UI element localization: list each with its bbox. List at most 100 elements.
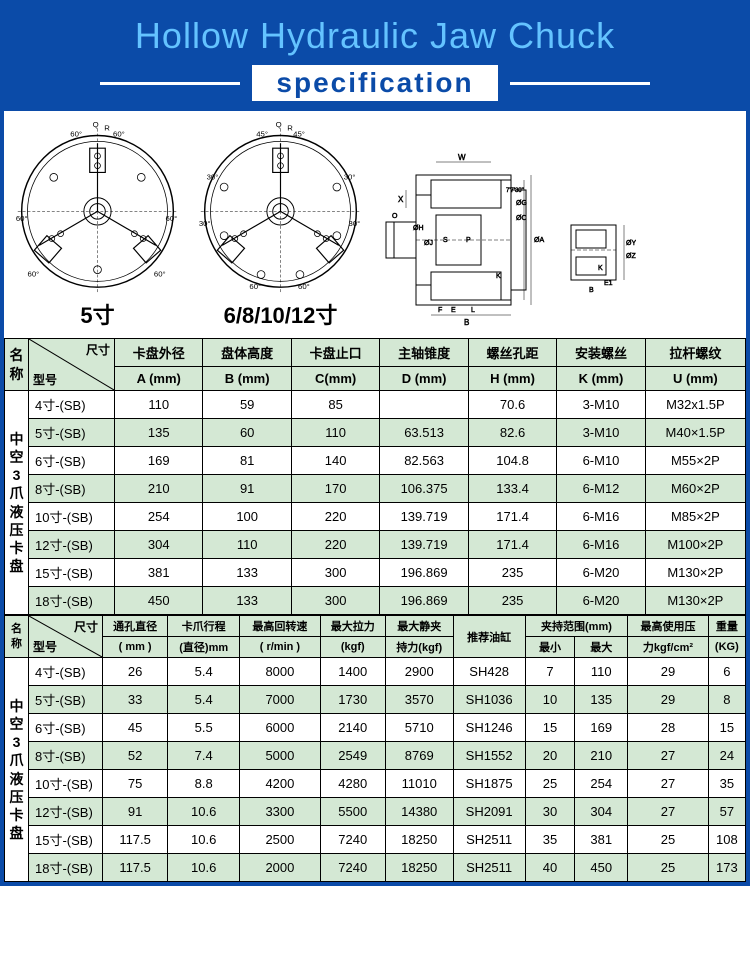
data-cell: 173 [708, 854, 745, 882]
svg-text:W: W [458, 153, 466, 162]
svg-text:30°: 30° [344, 172, 356, 181]
data-cell: 85 [291, 391, 379, 419]
data-cell: 35 [525, 826, 575, 854]
data-cell: 108 [708, 826, 745, 854]
model-cell: 12寸-(SB) [29, 798, 103, 826]
data-cell: 91 [103, 798, 168, 826]
svg-text:60°: 60° [16, 214, 28, 223]
t2-corner: 尺寸 型号 [29, 616, 103, 658]
data-cell: M130×2P [645, 587, 745, 615]
model-cell: 8寸-(SB) [29, 475, 115, 503]
data-cell: 40 [525, 854, 575, 882]
data-cell: 26 [103, 658, 168, 686]
svg-text:60°: 60° [154, 270, 166, 279]
data-cell: 6-M10 [557, 447, 645, 475]
data-cell: 300 [291, 559, 379, 587]
data-cell: 6-M20 [557, 559, 645, 587]
table-row: 10寸-(SB)758.84200428011010SH187525254273… [5, 770, 746, 798]
data-cell: 8000 [240, 658, 320, 686]
data-cell: 5.4 [168, 686, 240, 714]
data-cell: 14380 [385, 798, 453, 826]
svg-text:ØZ: ØZ [626, 253, 636, 260]
data-cell: 35 [708, 770, 745, 798]
data-cell: 75 [103, 770, 168, 798]
svg-text:60°: 60° [166, 214, 178, 223]
data-cell: 171.4 [468, 503, 556, 531]
data-cell: 5500 [320, 798, 385, 826]
data-cell: SH1552 [453, 742, 525, 770]
t2-c4b: 持力(kgf) [385, 637, 453, 658]
data-cell: 10 [525, 686, 575, 714]
data-cell [380, 391, 468, 419]
data-cell: 133 [203, 559, 291, 587]
t2-c3b: (kgf) [320, 637, 385, 658]
data-cell: 170 [291, 475, 379, 503]
t2-c8b: (KG) [708, 637, 745, 658]
data-cell: 304 [115, 531, 203, 559]
model-cell: 6寸-(SB) [29, 714, 103, 742]
data-cell: 135 [575, 686, 628, 714]
model-cell: 5寸-(SB) [29, 419, 115, 447]
svg-text:30°: 30° [349, 219, 361, 228]
data-cell: 117.5 [103, 854, 168, 882]
data-cell: 24 [708, 742, 745, 770]
svg-text:R: R [287, 124, 293, 133]
data-cell: 210 [115, 475, 203, 503]
header: Hollow Hydraulic Jaw Chuck specification [0, 0, 750, 111]
t1-col-6-h1: 拉杆螺纹 [645, 339, 745, 367]
data-cell: 6-M16 [557, 531, 645, 559]
svg-text:K: K [598, 265, 603, 272]
data-cell: 33 [103, 686, 168, 714]
data-cell: 110 [115, 391, 203, 419]
t1-col-1-h1: 盘体高度 [203, 339, 291, 367]
data-cell: 4280 [320, 770, 385, 798]
data-cell: 20 [525, 742, 575, 770]
model-cell: 15寸-(SB) [29, 826, 103, 854]
model-cell: 10寸-(SB) [29, 503, 115, 531]
data-cell: 133 [203, 587, 291, 615]
model-cell: 15寸-(SB) [29, 559, 115, 587]
diagrams-row: 60°60° 60°60° 60°60° QR 5寸 [4, 111, 746, 338]
data-cell: SH2511 [453, 826, 525, 854]
data-cell: 104.8 [468, 447, 556, 475]
data-cell: 139.719 [380, 503, 468, 531]
data-cell: 63.513 [380, 419, 468, 447]
data-cell: 7240 [320, 854, 385, 882]
t2-c5: 推荐油缸 [453, 616, 525, 658]
t2-c3: 最大拉力 [320, 616, 385, 637]
data-cell: 196.869 [380, 559, 468, 587]
data-cell: M60×2P [645, 475, 745, 503]
table-row: 5寸-(SB)1356011063.51382.63-M10M40×1.5P [5, 419, 746, 447]
svg-text:60°: 60° [298, 282, 310, 291]
t1-col-6-h2: U (mm) [645, 367, 745, 391]
svg-text:ØA: ØA [534, 237, 544, 244]
data-cell: 45 [103, 714, 168, 742]
t2-c1b: (直径)mm [168, 637, 240, 658]
svg-text:60°: 60° [70, 130, 82, 139]
svg-text:Q: Q [276, 120, 282, 129]
vertical-label: 中空3爪液压卡盘 [5, 391, 29, 615]
data-cell: 8.8 [168, 770, 240, 798]
data-cell: 30 [525, 798, 575, 826]
spec-table-1: 名称 尺寸 型号 卡盘外径 盘体高度 卡盘止口 主轴锥度 螺丝孔距 安装螺丝 拉… [4, 338, 746, 615]
data-cell: 7.4 [168, 742, 240, 770]
svg-text:45°: 45° [256, 130, 268, 139]
model-cell: 12寸-(SB) [29, 531, 115, 559]
data-cell: 15 [708, 714, 745, 742]
model-cell: 4寸-(SB) [29, 658, 103, 686]
data-cell: 25 [525, 770, 575, 798]
data-cell: 254 [575, 770, 628, 798]
t2-c7b: 力kgf/cm² [628, 637, 708, 658]
content-panel: 60°60° 60°60° 60°60° QR 5寸 [0, 111, 750, 886]
t2-c2: 最高回转速 [240, 616, 320, 637]
table-row: 10寸-(SB)254100220139.719171.46-M16M85×2P [5, 503, 746, 531]
data-cell: 1400 [320, 658, 385, 686]
data-cell: 135 [115, 419, 203, 447]
svg-text:60°: 60° [249, 282, 261, 291]
t2-c0b: ( mm ) [103, 637, 168, 658]
data-cell: M130×2P [645, 559, 745, 587]
data-cell: 29 [628, 686, 708, 714]
t1-name-header: 名称 [5, 339, 29, 391]
data-cell: 450 [575, 854, 628, 882]
data-cell: 381 [115, 559, 203, 587]
